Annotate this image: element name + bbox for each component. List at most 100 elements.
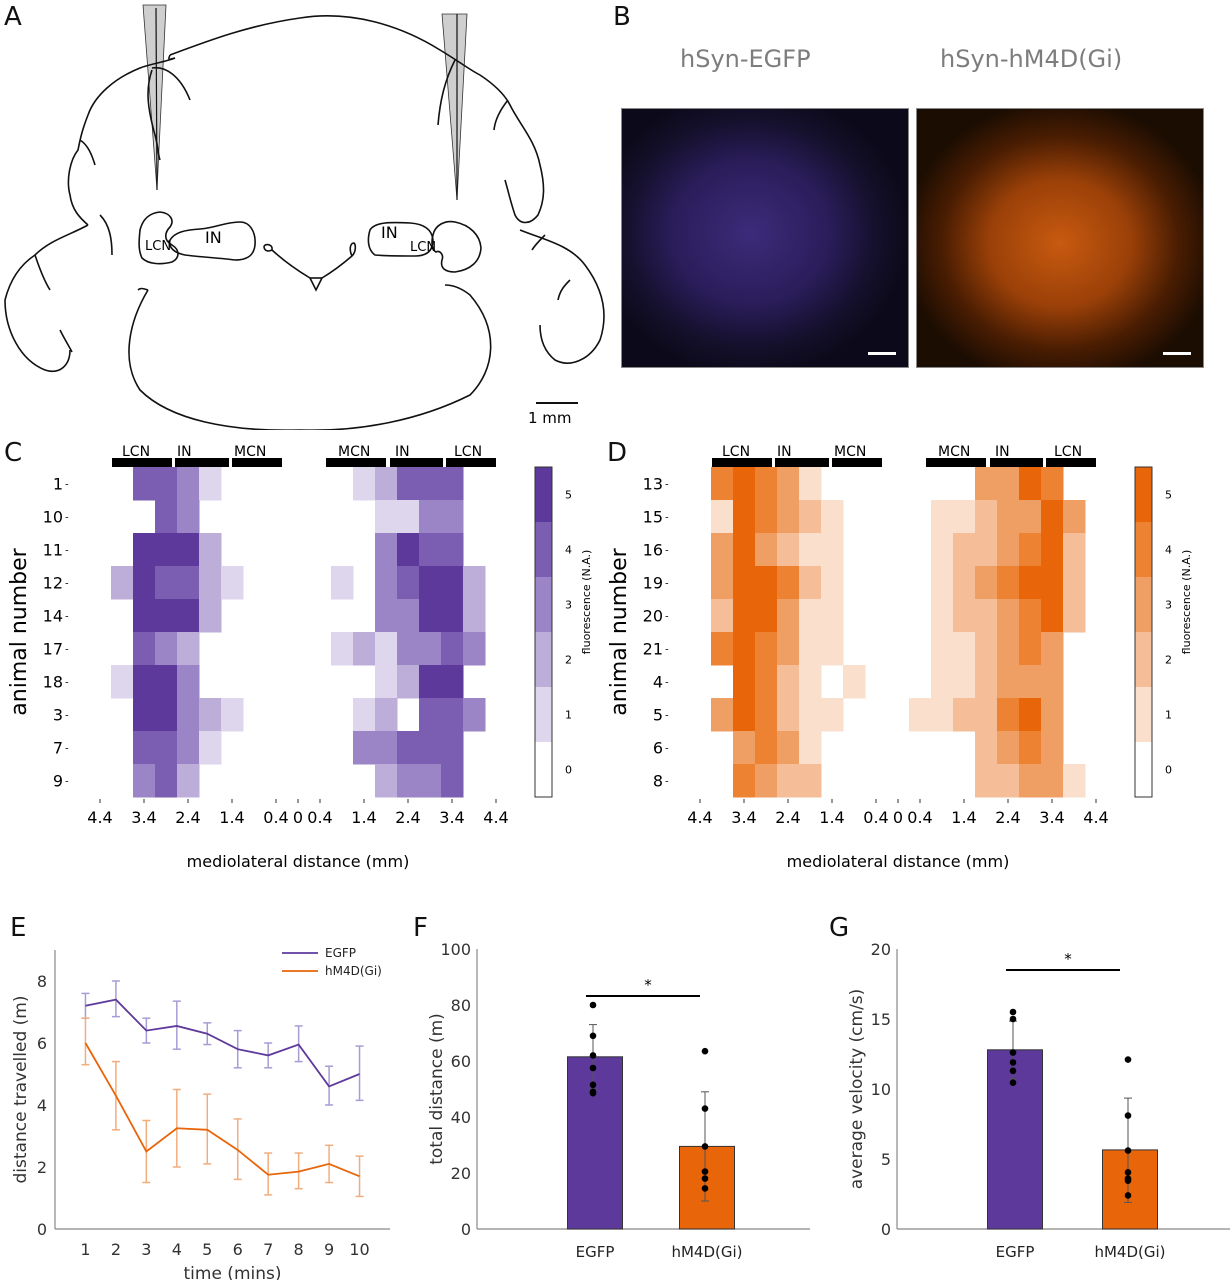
heatmap-cell xyxy=(733,665,756,699)
row-tick-label: 16 xyxy=(643,541,663,560)
row-tick-mark: - xyxy=(665,579,669,590)
heatmap-cell xyxy=(975,500,998,534)
heatmap-cell xyxy=(931,599,954,633)
heatmap-cell xyxy=(997,599,1020,633)
heatmap-cell xyxy=(997,533,1020,567)
row-tick-label: 20 xyxy=(643,607,663,626)
heatmap-cell xyxy=(755,566,778,600)
heatmap-cell xyxy=(177,731,200,765)
heatmap-cell xyxy=(177,632,200,666)
bar-hm4d xyxy=(1102,1149,1158,1230)
heatmap-cell xyxy=(441,764,464,798)
heatmap-cell xyxy=(397,599,420,633)
heatmap-cell xyxy=(155,698,178,732)
heatmap-cell xyxy=(755,632,778,666)
data-point xyxy=(1009,1067,1017,1075)
y-tick-label: 5 xyxy=(881,1150,891,1169)
heatmap-cell xyxy=(777,698,800,732)
heatmap-cell xyxy=(441,467,464,501)
heatmap-cell xyxy=(375,698,398,732)
heatmap-cell xyxy=(799,500,822,534)
heatmap-cell xyxy=(975,533,998,567)
row-tick-mark: - xyxy=(65,546,69,557)
y-tick-label: 2 xyxy=(37,1158,47,1177)
significance-marker: * xyxy=(1064,950,1072,968)
data-point xyxy=(701,1047,709,1055)
heatmap-cell xyxy=(711,533,734,567)
heatmap-cell xyxy=(799,632,822,666)
x-tick-label: 2.4 xyxy=(395,808,420,827)
row-tick-label: 11 xyxy=(43,541,63,560)
heatmap-cell xyxy=(155,566,178,600)
heatmap-cell xyxy=(375,632,398,666)
heatmap-cell xyxy=(1019,665,1042,699)
data-point xyxy=(1009,1015,1017,1023)
heatmap-cell xyxy=(177,467,200,501)
heatmap-cell xyxy=(1019,731,1042,765)
heatmap-cell xyxy=(997,566,1020,600)
heatmap-cell xyxy=(155,764,178,798)
heatmap-cell xyxy=(375,731,398,765)
scale-bar-label: 1 mm xyxy=(528,409,572,427)
y-axis-label: animal number xyxy=(607,547,632,715)
heatmap-cell xyxy=(799,533,822,567)
row-tick-label: 4 xyxy=(653,673,663,692)
panel-label-g: G xyxy=(829,913,850,943)
heatmap-cell xyxy=(199,533,222,567)
heatmap-cell xyxy=(1041,632,1064,666)
heatmap-cell xyxy=(177,566,200,600)
heatmap-cell xyxy=(419,632,442,666)
heatmap-cell xyxy=(975,566,998,600)
heatmap-cell xyxy=(133,632,156,666)
heatmap-cell xyxy=(177,599,200,633)
heatmap-cell xyxy=(733,467,756,501)
bar-egfp xyxy=(987,1049,1043,1230)
heatmap-cell xyxy=(733,632,756,666)
heatmap-cell xyxy=(821,500,844,534)
data-point xyxy=(701,1175,709,1182)
heatmap-cell xyxy=(777,500,800,534)
colorbar-tick-label: 0 xyxy=(1165,764,1172,777)
data-point xyxy=(701,1105,709,1112)
x-tick-label: 3.4 xyxy=(1039,808,1064,827)
colorbar-segment xyxy=(1135,522,1152,577)
heatmap-cell xyxy=(1063,566,1086,600)
colorbar-segment xyxy=(535,632,552,687)
colorbar-label: fluorescence (N.A.) xyxy=(580,550,593,655)
heatmap-cell xyxy=(199,599,222,633)
heatmap-cell xyxy=(1041,599,1064,633)
row-tick-mark: - xyxy=(65,744,69,755)
row-tick-mark: - xyxy=(665,711,669,722)
heatmap-cell xyxy=(799,731,822,765)
nucleus-label: IN xyxy=(177,444,192,460)
series-line-hm4d xyxy=(84,1042,360,1178)
heatmap-cell xyxy=(777,632,800,666)
heatmap-cell xyxy=(397,467,420,501)
heatmap-cell xyxy=(375,533,398,567)
x-tick-label: 2.4 xyxy=(995,808,1020,827)
heatmap-cell xyxy=(755,698,778,732)
x-tick-label: 1.4 xyxy=(219,808,244,827)
heatmap-cell xyxy=(419,764,442,798)
heatmap-cell xyxy=(1041,533,1064,567)
colorbar-tick-label: 4 xyxy=(565,544,572,557)
heatmap-cell xyxy=(463,632,486,666)
heatmap-cell xyxy=(419,467,442,501)
x-tick-label: 4.4 xyxy=(687,808,712,827)
heatmap-cell xyxy=(441,698,464,732)
panel-label-e: E xyxy=(10,913,27,943)
heatmap-cell xyxy=(755,467,778,501)
panel-label-a: A xyxy=(4,2,22,32)
row-tick-mark: - xyxy=(665,480,669,491)
heatmap-cell xyxy=(1019,698,1042,732)
significance-marker: * xyxy=(644,976,652,994)
x-tick-label: 4 xyxy=(172,1240,182,1259)
heatmap-cell xyxy=(441,500,464,534)
nucleus-label: MCN xyxy=(834,444,866,460)
legend-label: hM4D(Gi) xyxy=(325,964,382,978)
heatmap-cell xyxy=(711,467,734,501)
heatmap-cell xyxy=(953,566,976,600)
heatmap-cell xyxy=(133,599,156,633)
nucleus-label: LCN xyxy=(722,444,750,460)
data-point xyxy=(1124,1112,1132,1119)
